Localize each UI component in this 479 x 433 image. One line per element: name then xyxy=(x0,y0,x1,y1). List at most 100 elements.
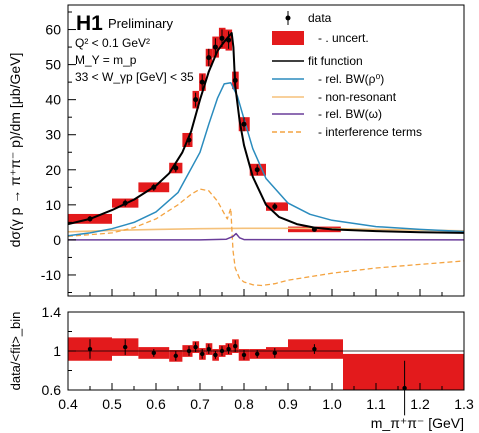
ratio-point xyxy=(272,348,277,358)
data-point-marker xyxy=(193,97,199,103)
ratio-point-marker xyxy=(226,346,231,352)
data-point-marker xyxy=(173,165,179,171)
ratio-panel: 0.6 1 1.4 0.4 0.5 0.6 0.7 0.8 0.9 1.0 1.1 1.2 1.3 xyxy=(42,304,474,416)
x-tick-label: 0.5 xyxy=(102,396,122,412)
data-point xyxy=(193,92,199,107)
ratio-ticks: 0.6 1 1.4 0.4 0.5 0.6 0.7 0.8 0.9 1.0 1.1 1.2 1.3 xyxy=(42,304,474,412)
model-curves xyxy=(67,32,465,287)
ratio-ylabel: data/<fit>_bin xyxy=(8,312,23,391)
main-y-tick-label: 40 xyxy=(45,92,61,108)
main-y-tick-label: 10 xyxy=(45,197,61,213)
data-point-marker xyxy=(186,137,192,143)
data-point xyxy=(186,134,192,146)
data-point-marker xyxy=(212,44,218,50)
ratio-point-marker xyxy=(200,351,205,357)
data-point xyxy=(87,216,93,222)
data-point-marker xyxy=(254,167,260,173)
ratio-point xyxy=(200,349,205,359)
data-point-marker xyxy=(226,37,232,43)
data-point xyxy=(122,199,128,207)
ratio-point-marker xyxy=(241,352,247,358)
ratio-y-tick-label: 0.6 xyxy=(42,382,62,398)
ratio-point xyxy=(219,346,225,356)
x-tick-label: 1.2 xyxy=(410,396,430,412)
main-ticks: -10 0 10 20 30 40 50 60 xyxy=(41,11,465,296)
x-axis-label: m_π⁺π⁻ [GeV] xyxy=(371,415,464,431)
ratio-point-marker xyxy=(123,344,128,350)
data-point xyxy=(272,203,278,211)
rho-bw-curve xyxy=(67,82,465,237)
data-point xyxy=(311,226,317,232)
legend-data: data xyxy=(308,11,332,25)
data-point-marker xyxy=(232,77,238,83)
legend-uncert: - . uncert. xyxy=(318,31,369,45)
data-point-marker xyxy=(122,200,128,206)
ratio-point-marker xyxy=(206,346,211,352)
legend-fit: fit function xyxy=(308,54,363,68)
ratio-point-marker xyxy=(219,348,225,354)
ratio-point xyxy=(241,350,247,360)
ratio-y-tick-label: 1.4 xyxy=(42,304,62,320)
data-point-marker xyxy=(272,204,278,210)
ratio-point xyxy=(233,340,238,352)
interference-curve xyxy=(67,188,465,287)
x-tick-label: 0.9 xyxy=(278,396,298,412)
data-point-marker xyxy=(219,35,225,41)
ratio-point xyxy=(173,351,178,361)
data-point xyxy=(173,163,179,173)
ratio-point-marker xyxy=(186,348,192,354)
main-y-tick-label: 50 xyxy=(45,57,61,73)
data-point xyxy=(226,31,232,49)
ratio-box xyxy=(266,347,288,359)
data-point xyxy=(254,164,260,176)
legend-uncert-swatch xyxy=(272,31,304,45)
data-point-marker xyxy=(241,121,247,127)
data-point-marker xyxy=(311,226,317,232)
data-point xyxy=(151,183,157,191)
legend-interf: - interference terms xyxy=(318,125,422,139)
ratio-point-marker xyxy=(272,350,277,356)
ratio-point xyxy=(255,350,260,358)
omega-bw-curve xyxy=(68,232,465,241)
x-tick-label: 0.6 xyxy=(146,396,166,412)
data-point-marker xyxy=(206,55,212,61)
experiment-label: H1 xyxy=(76,12,103,35)
fit-curve xyxy=(67,32,465,234)
legend-nonres: - non-resonant xyxy=(318,90,397,104)
ratio-point-marker xyxy=(255,351,260,357)
data-points xyxy=(87,29,317,232)
legend-rho: - rel. BW(ρ⁰) xyxy=(318,72,384,86)
ratio-point-marker xyxy=(233,343,238,349)
ratio-y-tick-label: 1 xyxy=(53,343,61,359)
status-label: Preliminary xyxy=(108,16,174,31)
cut-w: 33 < W_γp [GeV] < 35 xyxy=(75,70,194,84)
data-point-marker xyxy=(87,216,93,222)
ratio-point-marker xyxy=(402,385,407,391)
ratio-point-marker xyxy=(213,352,218,358)
ratio-point-marker xyxy=(151,350,156,356)
x-tick-label: 0.7 xyxy=(190,396,210,412)
ratio-point-marker xyxy=(193,344,198,350)
ratio-point xyxy=(123,339,128,355)
ratio-point xyxy=(186,346,192,356)
x-tick-label: 1.3 xyxy=(454,396,474,412)
data-point-marker xyxy=(151,184,157,190)
main-y-tick-label: 0 xyxy=(53,232,61,248)
data-point xyxy=(241,117,247,132)
main-y-tick-label: 20 xyxy=(45,162,61,178)
ratio-point xyxy=(402,360,407,416)
data-point-marker xyxy=(199,79,205,85)
x-tick-label: 1.0 xyxy=(322,396,342,412)
ratio-point-marker xyxy=(173,353,178,359)
ratio-points xyxy=(87,339,407,416)
ratio-point xyxy=(87,339,93,359)
x-tick-label: 0.4 xyxy=(58,396,78,412)
cut-my: M_Y = m_p xyxy=(75,53,137,67)
legend: data - . uncert. fit function - rel. BW(… xyxy=(272,11,422,139)
data-point xyxy=(232,71,238,90)
ratio-box xyxy=(343,353,464,390)
legend-data-marker xyxy=(285,11,291,25)
x-tick-label: 1.1 xyxy=(366,396,386,412)
ratio-point xyxy=(226,344,231,354)
